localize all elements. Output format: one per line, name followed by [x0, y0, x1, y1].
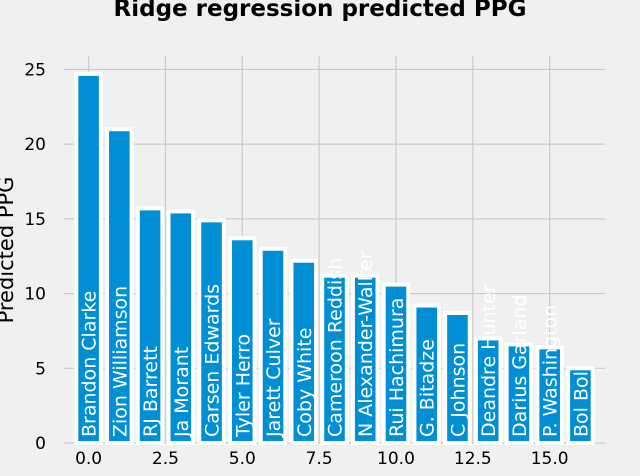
- bar-label-0: Brandon Clarke: [79, 291, 101, 437]
- bar-2: [135, 206, 165, 445]
- bar-14: [504, 342, 534, 445]
- bar-0: [74, 71, 103, 445]
- y-tick-label-4: 20: [24, 135, 46, 155]
- bar-label-16: Bol Bol: [570, 371, 592, 437]
- bar-13: [473, 336, 503, 445]
- bar-label-8: Cameroon Reddish: [325, 258, 347, 437]
- bar-label-14: Darius Garland: [509, 294, 531, 437]
- bar-3: [166, 209, 196, 445]
- bar-7: [289, 258, 319, 446]
- x-tick-label-3: 7.5: [306, 449, 333, 469]
- y-tick-label-0: 0: [35, 434, 46, 454]
- bar-9: [350, 273, 380, 445]
- bars: [74, 71, 595, 446]
- bar-8: [320, 273, 349, 445]
- bar-5: [227, 236, 257, 445]
- x-tick-labels: 0.0 2.5 5.0 7.5 10.0 12.5 15.0: [75, 449, 569, 469]
- bar-label-11: G. Bitadze: [417, 339, 439, 437]
- y-tick-labels: 0 5 10 15 20 25: [24, 60, 46, 454]
- bar-11: [412, 303, 442, 445]
- bar-label-10: Rui Hachimura: [386, 298, 408, 437]
- bar-label-9: N Alexander-Walker: [355, 251, 377, 437]
- x-tick-label-0: 0.0: [75, 449, 102, 469]
- bar-6: [258, 246, 288, 445]
- bar-label-1: Zion Williamson: [109, 286, 131, 437]
- bar-label-12: C Johnson: [447, 343, 469, 437]
- bar-label-4: Carsen Edwards: [202, 284, 224, 437]
- y-tick-label-5: 25: [24, 60, 46, 80]
- bar-label-2: RJ Barrett: [140, 346, 162, 437]
- bar-label-6: Jarett Culver: [263, 318, 285, 438]
- bar-label-13: Deandre Hunter: [478, 284, 500, 437]
- x-tick-label-5: 12.5: [454, 449, 492, 469]
- y-tick-label-3: 15: [24, 210, 46, 230]
- bar-15: [535, 345, 564, 446]
- chart-title: Ridge regression predicted PPG: [114, 0, 527, 22]
- bar-label-5: Tyler Herro: [232, 334, 254, 438]
- x-tick-label-2: 5.0: [229, 449, 256, 469]
- x-tick-label-4: 10.0: [377, 449, 415, 469]
- bar-label-15: P. Washington: [540, 305, 562, 437]
- y-tick-label-2: 10: [24, 285, 46, 305]
- bar-labels: Brandon Clarke Zion Williamson RJ Barrett J…: [79, 251, 593, 438]
- bar-16: [566, 366, 595, 446]
- bar-label-3: Ja Morant: [171, 347, 193, 438]
- y-axis-label: Predicted PPG: [0, 177, 18, 324]
- y-tick-label-1: 5: [35, 359, 46, 379]
- x-tick-label-6: 15.0: [531, 449, 569, 469]
- bar-1: [105, 127, 134, 445]
- x-tick-label-1: 2.5: [152, 449, 179, 469]
- bar-4: [197, 218, 226, 445]
- bar-10: [381, 282, 411, 445]
- bar-12: [443, 311, 472, 446]
- bar-label-7: Coby White: [294, 328, 316, 437]
